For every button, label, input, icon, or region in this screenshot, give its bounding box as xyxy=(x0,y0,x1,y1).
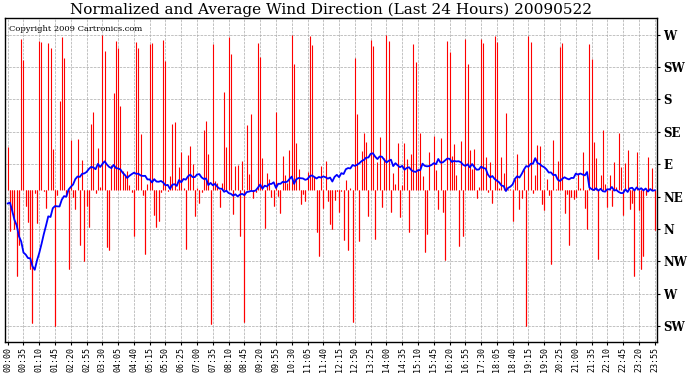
Text: Copyright 2009 Cartronics.com: Copyright 2009 Cartronics.com xyxy=(9,25,142,33)
Title: Normalized and Average Wind Direction (Last 24 Hours) 20090522: Normalized and Average Wind Direction (L… xyxy=(70,3,592,17)
